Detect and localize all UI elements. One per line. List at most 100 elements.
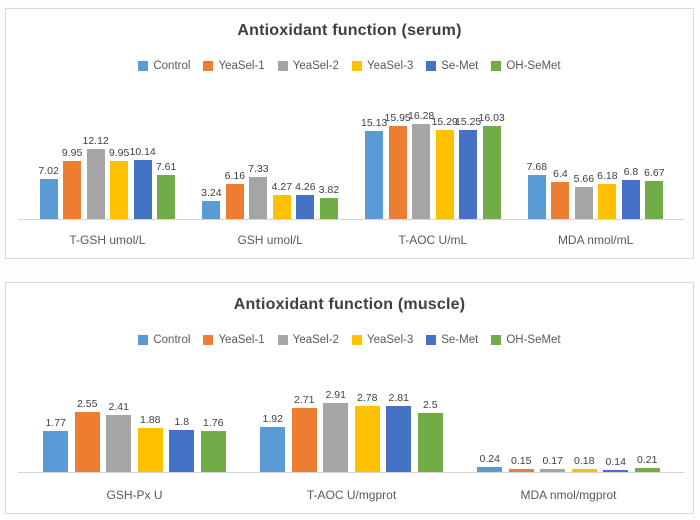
legend-label: YeaSel-1 (218, 60, 265, 72)
bar: 12.12 (82, 135, 109, 220)
legend-label: Control (153, 334, 191, 346)
category-label: T-AOC U/mL (398, 233, 468, 247)
bar: 3.82 (319, 184, 339, 220)
bar: 16.03 (478, 112, 505, 220)
bar-value-label: 6.67 (644, 166, 665, 179)
bar-value-label: 1.88 (140, 413, 161, 426)
legend-label: OH-SeMet (506, 60, 561, 72)
bar-group: 7.68 6.4 5.66 6.18 6.8 6.67 (527, 161, 665, 220)
legend-item: YeaSel-3 (351, 60, 414, 72)
bar-value-label: 3.24 (201, 186, 222, 199)
bar: 6.18 (597, 170, 618, 220)
chart-title: Antioxidant function (serum) (237, 22, 462, 39)
legend-label: YeaSel-2 (292, 334, 339, 346)
bar-value-label: 1.92 (262, 412, 283, 425)
bar: 9.95 (62, 147, 82, 220)
bar: 15.95 (384, 112, 411, 220)
bar-value-label: 6.18 (597, 169, 618, 182)
bar: 10.14 (129, 146, 156, 220)
x-axis-line (18, 219, 685, 220)
bar-value-label: 0.21 (637, 454, 658, 466)
legend-item: YeaSel-2 (277, 60, 339, 72)
bar-value-label: 7.68 (526, 160, 548, 173)
bar: 7.68 (527, 161, 547, 220)
bar-value-label: 10.14 (129, 146, 156, 159)
bar: 1.8 (169, 416, 195, 473)
legend-label: Se-Met (441, 60, 479, 72)
category-slot: 7.02 9.95 12.12 9.95 10.14 7.61 (26, 114, 189, 220)
plot-area: 7.02 9.95 12.12 9.95 10.14 7.61 3.24 6.16 7.33 4.… (26, 110, 677, 220)
category-label: T-GSH umol/L (69, 233, 146, 247)
legend: Control YeaSel-1 YeaSel-2 YeaSel-3 Se-Met OH-… (6, 60, 693, 72)
legend-swatch-icon (203, 61, 214, 71)
bar-value-label: 2.41 (108, 401, 129, 414)
bar: 0.14 (603, 456, 629, 473)
legend-item: Control (138, 334, 190, 346)
bar-value-label: 3.82 (318, 183, 340, 196)
bar-value-label: 2.81 (388, 391, 409, 404)
bar: 15.25 (455, 116, 481, 220)
bar-value-label: 1.76 (203, 416, 224, 429)
bar-group: 0.24 0.15 0.17 0.18 0.14 0.21 (477, 453, 660, 473)
x-axis-line (18, 472, 685, 473)
bar-value-label: 15.25 (454, 116, 482, 129)
legend-item: YeaSel-3 (351, 334, 414, 346)
legend-label: YeaSel-3 (366, 334, 414, 346)
legend-item: OH-SeMet (491, 60, 561, 72)
bar-value-label: 15.95 (384, 112, 411, 125)
bar-value-label: 2.78 (357, 392, 378, 405)
category-slot: 0.24 0.15 0.17 0.18 0.14 0.21 (460, 389, 677, 473)
legend-label: YeaSel-1 (218, 334, 265, 346)
legend-label: YeaSel-2 (292, 60, 339, 72)
legend-swatch-icon (203, 335, 214, 345)
category-slot: 1.77 2.55 2.41 1.88 1.8 1.76 (26, 389, 243, 473)
bar: 6.4 (551, 168, 570, 220)
legend-item: Se-Met (426, 334, 478, 346)
legend-swatch-icon (491, 61, 502, 71)
bar: 1.88 (137, 414, 163, 473)
legend-item: Control (138, 60, 190, 72)
bar: 9.95 (109, 147, 129, 220)
legend-swatch-icon (351, 61, 362, 71)
category-slot: 3.24 6.16 7.33 4.27 4.26 3.82 (189, 114, 352, 220)
category-label: GSH umol/L (237, 233, 303, 247)
category-axis: T-GSH umol/L GSH umol/L T-AOC U/mL MDA nmol… (26, 233, 677, 247)
category-slot: 1.92 2.71 2.91 2.78 2.81 2.5 (243, 389, 460, 473)
legend-item: YeaSel-1 (203, 60, 265, 72)
bar-value-label: 4.26 (295, 180, 316, 193)
bar-value-label: 9.95 (108, 147, 130, 160)
bar-value-label: 2.5 (422, 399, 438, 411)
serum-chart-panel: Antioxidant function (serum) Control YeaS… (5, 8, 694, 259)
bar: 0.21 (634, 454, 660, 473)
bar-value-label: 2.55 (77, 397, 98, 410)
bar-value-label: 16.28 (407, 110, 435, 123)
category-label: MDA nmol/mgprot (520, 488, 617, 502)
bar-value-label: 2.71 (294, 394, 315, 406)
bar-group: 3.24 6.16 7.33 4.27 4.26 3.82 (201, 163, 339, 220)
category-slot: 15.13 15.95 16.28 15.29 15.25 16.03 (352, 110, 515, 220)
bar-value-label: 4.27 (271, 180, 293, 193)
bar-value-label: 12.12 (82, 134, 109, 147)
legend-swatch-icon (426, 61, 437, 71)
legend-swatch-icon (491, 335, 502, 345)
legend-item: Se-Met (426, 60, 478, 72)
plot-area: 1.77 2.55 2.41 1.88 1.8 1.76 1.92 2.71 2.91 2.78 2… (26, 389, 677, 473)
legend-label: YeaSel-3 (366, 60, 414, 72)
bar-group: 1.77 2.55 2.41 1.88 1.8 1.76 (43, 398, 226, 473)
legend-label: Control (153, 60, 191, 72)
bar-group: 7.02 9.95 12.12 9.95 10.14 7.61 (38, 135, 177, 220)
bar: 16.28 (408, 110, 434, 220)
bar: 1.92 (260, 413, 286, 473)
bar-value-label: 7.61 (155, 161, 177, 174)
bar: 2.41 (106, 401, 132, 473)
bar-value-label: 7.02 (38, 164, 59, 177)
bar-value-label: 6.16 (224, 169, 246, 182)
bar-value-label: 16.03 (478, 111, 505, 124)
bar: 2.71 (291, 394, 317, 473)
bar: 6.67 (644, 167, 665, 220)
bar: 0.18 (571, 455, 597, 473)
legend-swatch-icon (277, 61, 288, 71)
bar: 5.66 (574, 173, 594, 220)
bar: 3.24 (201, 187, 222, 220)
